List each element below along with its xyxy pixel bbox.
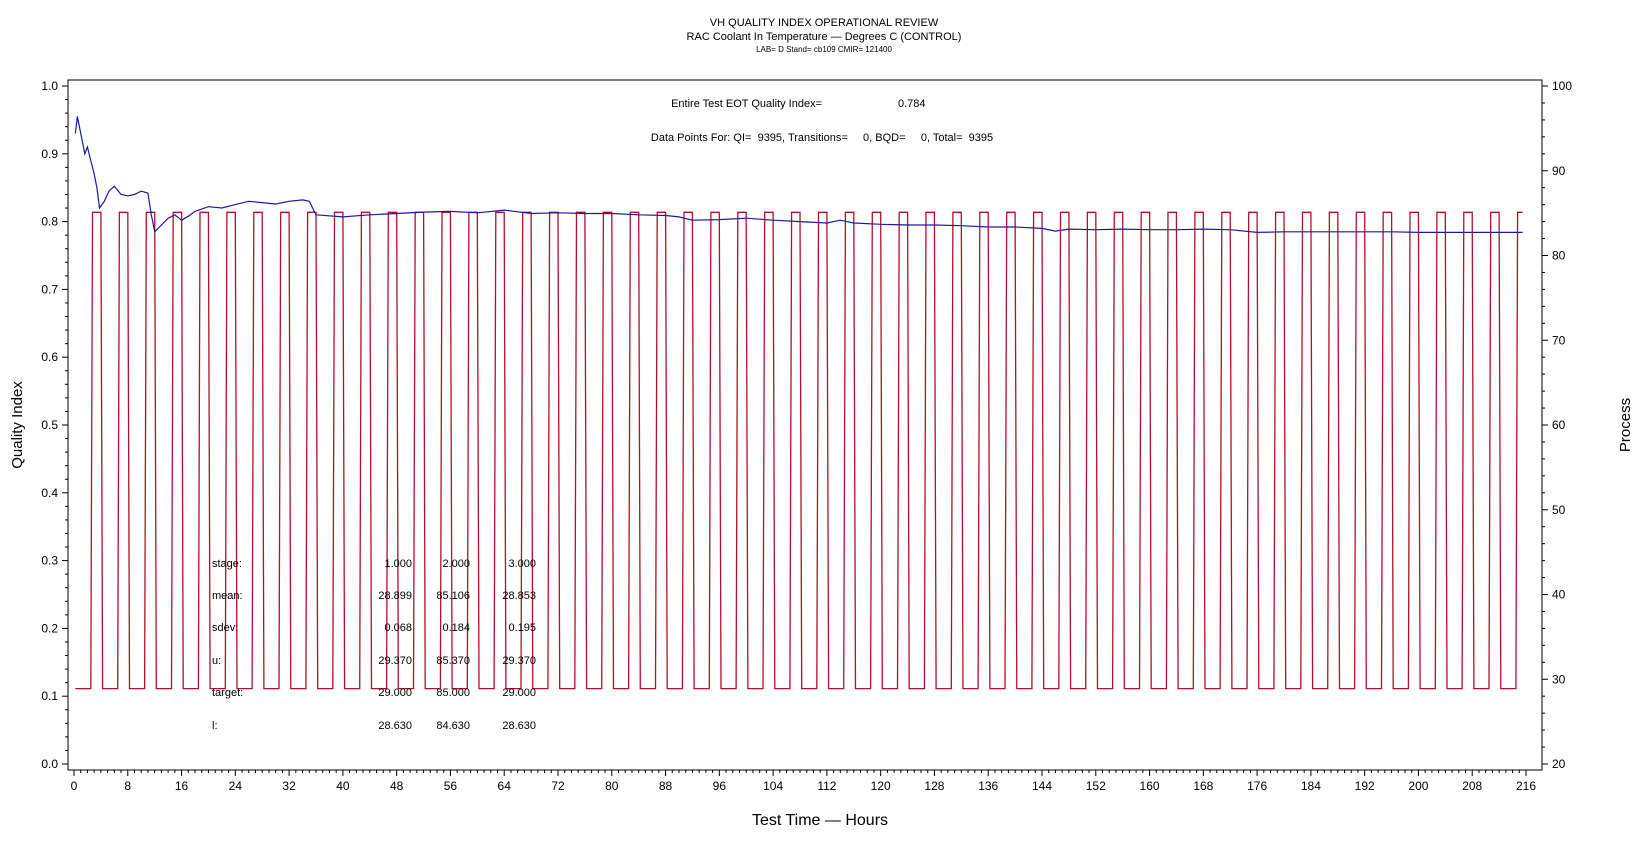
x-tick-label: 216 <box>1516 779 1536 793</box>
y2-tick-label: 40 <box>1552 588 1566 602</box>
y-axis-left-label: Quality Index <box>9 381 26 469</box>
x-tick-label: 16 <box>175 779 189 793</box>
x-tick-label: 80 <box>605 779 619 793</box>
x-tick-label: 104 <box>763 779 783 793</box>
x-tick-label: 72 <box>551 779 565 793</box>
y-axis-right-label: Process <box>1617 398 1634 452</box>
chart-subtitle-2: LAB= D Stand= cb109 CMIR= 121400 <box>756 45 892 54</box>
stats-cell: 0.068 <box>384 622 412 634</box>
plot-frame <box>67 79 1543 771</box>
stats-cell: 0.195 <box>508 622 536 634</box>
y-tick-label: 0.0 <box>41 757 58 771</box>
x-tick-label: 192 <box>1355 779 1375 793</box>
y-tick-label: 0.6 <box>41 350 58 364</box>
x-tick-label: 48 <box>390 779 404 793</box>
x-tick-label: 64 <box>498 779 512 793</box>
y-tick-label: 0.1 <box>41 689 58 703</box>
stats-cell: 85.370 <box>436 655 470 667</box>
x-tick-label: 56 <box>444 779 458 793</box>
stats-cell: 28.630 <box>378 720 412 732</box>
stats-cell: 28.853 <box>502 590 536 602</box>
stats-cell: 1.000 <box>384 558 412 570</box>
stage-statistics-table: stage: 1.000 2.000 3.000 mean: 28.899 85.106 28… <box>212 558 536 732</box>
x-tick-label: 168 <box>1193 779 1213 793</box>
y2-tick-label: 100 <box>1552 79 1572 93</box>
chart-subtitle: RAC Coolant In Temperature — Degrees C (… <box>687 31 962 43</box>
stats-cell: 2.000 <box>442 558 470 570</box>
stats-cell: 29.370 <box>502 655 536 667</box>
chart-title: VH QUALITY INDEX OPERATIONAL REVIEW <box>710 17 939 29</box>
quality-index-series-line <box>74 116 1523 234</box>
stats-cell: 29.000 <box>502 687 536 699</box>
stats-row-label: stage: <box>212 558 242 570</box>
x-tick-label: 120 <box>871 779 891 793</box>
y-tick-label: 1.0 <box>41 79 58 93</box>
x-tick-label: 32 <box>282 779 296 793</box>
stats-row-label: u: <box>212 655 221 667</box>
x-tick-label: 200 <box>1408 779 1428 793</box>
stats-cell: 0.184 <box>442 622 470 634</box>
x-axis-label: Test Time — Hours <box>752 812 888 829</box>
stats-cell: 85.000 <box>436 687 470 699</box>
y-tick-label: 0.5 <box>41 418 58 432</box>
eot-quality-index-label: Entire Test EOT Quality Index= <box>671 98 822 110</box>
y2-tick-label: 90 <box>1552 164 1566 178</box>
y2-tick-label: 70 <box>1552 333 1566 347</box>
eot-quality-index-value: 0.784 <box>898 98 926 110</box>
stats-row-label: sdev: <box>212 622 238 634</box>
x-tick-label: 160 <box>1140 779 1160 793</box>
stats-cell: 29.000 <box>378 687 412 699</box>
x-tick-label: 0 <box>71 779 78 793</box>
y2-tick-label: 30 <box>1552 672 1566 686</box>
x-tick-label: 144 <box>1032 779 1052 793</box>
y-tick-label: 0.4 <box>41 486 58 500</box>
y-tick-label: 0.9 <box>41 147 58 161</box>
x-tick-label: 40 <box>336 779 350 793</box>
x-tick-label: 184 <box>1301 779 1321 793</box>
x-tick-label: 176 <box>1247 779 1267 793</box>
x-axis: 0 8 16 24 32 40 48 56 64 72 80 88 96 104 112 120 128 136 1… <box>71 770 1536 793</box>
x-tick-label: 112 <box>817 779 836 793</box>
y-tick-label: 0.7 <box>41 282 58 296</box>
y2-tick-label: 60 <box>1552 418 1566 432</box>
x-tick-label: 128 <box>924 779 944 793</box>
data-points-summary: Data Points For: QI= 9395, Transitions= … <box>651 132 993 144</box>
x-tick-label: 208 <box>1462 779 1482 793</box>
y2-tick-label: 20 <box>1552 757 1566 771</box>
x-tick-label: 152 <box>1086 779 1106 793</box>
y-tick-label: 0.2 <box>41 621 58 635</box>
y-tick-label: 0.8 <box>41 215 58 229</box>
stats-cell: 85.106 <box>436 590 470 602</box>
x-tick-label: 96 <box>713 779 727 793</box>
process-series-line <box>75 211 1523 690</box>
x-tick-label: 88 <box>659 779 673 793</box>
y2-tick-label: 50 <box>1552 503 1566 517</box>
y-axis-right: 20 30 40 50 60 70 80 90 100 <box>1542 79 1572 771</box>
y2-tick-label: 80 <box>1552 249 1566 263</box>
x-tick-label: 136 <box>978 779 998 793</box>
x-tick-label: 8 <box>124 779 131 793</box>
x-tick-label: 24 <box>229 779 243 793</box>
stats-cell: 28.630 <box>502 720 536 732</box>
y-axis-left: 0.0 0.1 0.2 0.3 0.4 0.5 0.6 0.7 0.8 0.9 1.0 <box>41 79 68 771</box>
stats-cell: 3.000 <box>508 558 536 570</box>
stats-row-label: l: <box>212 720 218 732</box>
y-tick-label: 0.3 <box>41 554 58 568</box>
stats-row-label: target: <box>212 687 243 699</box>
stats-cell: 29.370 <box>378 655 412 667</box>
stats-cell: 84.630 <box>436 720 470 732</box>
stats-row-label: mean: <box>212 590 243 602</box>
stats-cell: 28.899 <box>378 590 412 602</box>
